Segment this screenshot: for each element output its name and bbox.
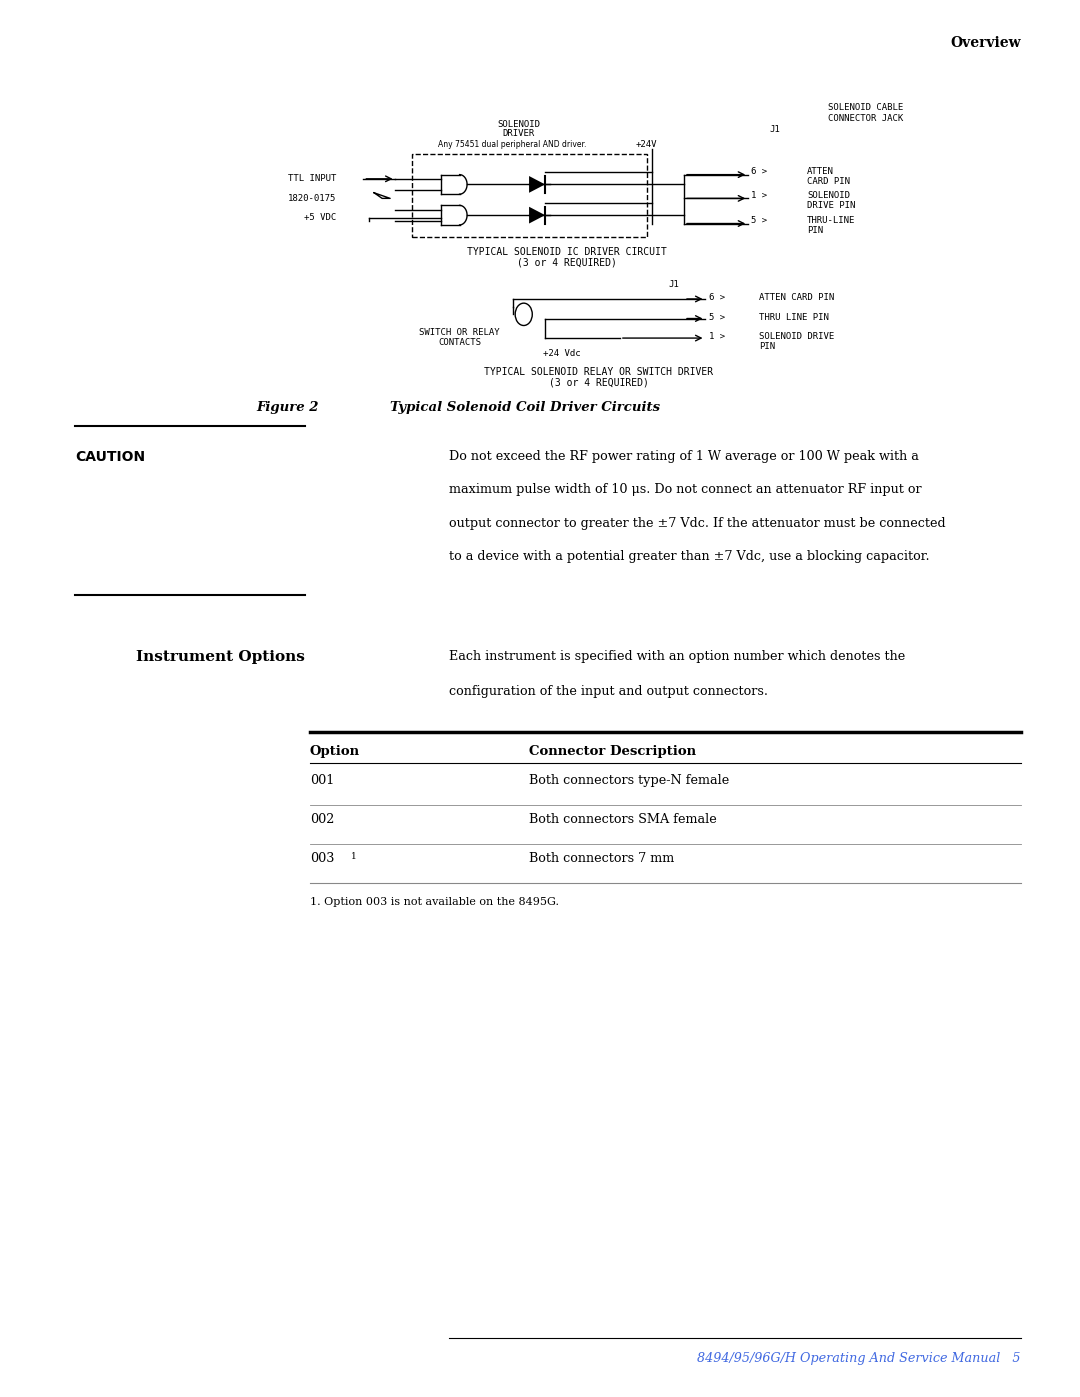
Text: CONTACTS: CONTACTS (438, 338, 481, 346)
Text: output connector to greater the ±7 Vdc. If the attenuator must be connected: output connector to greater the ±7 Vdc. … (449, 517, 945, 529)
Text: Any 75451 dual peripheral AND driver.: Any 75451 dual peripheral AND driver. (438, 141, 586, 149)
Polygon shape (529, 207, 545, 224)
Text: to a device with a potential greater than ±7 Vdc, use a blocking capacitor.: to a device with a potential greater tha… (449, 550, 930, 563)
Text: Both connectors type-N female: Both connectors type-N female (529, 774, 729, 787)
Text: 1: 1 (351, 852, 356, 861)
Text: 003: 003 (310, 852, 335, 865)
Text: ATTEN CARD PIN: ATTEN CARD PIN (759, 293, 834, 302)
Text: Typical Solenoid Coil Driver Circuits: Typical Solenoid Coil Driver Circuits (390, 401, 660, 414)
Text: 1 >: 1 > (708, 332, 725, 341)
Text: Do not exceed the RF power rating of 1 W average or 100 W peak with a: Do not exceed the RF power rating of 1 W… (449, 450, 919, 462)
Text: 1820-0175: 1820-0175 (288, 194, 337, 203)
Text: 1. Option 003 is not available on the 8495G.: 1. Option 003 is not available on the 84… (310, 897, 559, 907)
Text: Option: Option (310, 745, 360, 757)
Text: 6 >: 6 > (708, 293, 725, 302)
Text: CARD PIN: CARD PIN (807, 177, 850, 186)
Text: THRU LINE PIN: THRU LINE PIN (759, 313, 828, 321)
Text: SOLENOID CABLE: SOLENOID CABLE (828, 103, 904, 112)
Text: ATTEN: ATTEN (807, 168, 834, 176)
Text: +24V: +24V (636, 141, 658, 149)
Text: SOLENOID: SOLENOID (497, 120, 540, 129)
Text: +5 VDC: +5 VDC (305, 214, 337, 222)
Text: 1 >: 1 > (752, 191, 768, 200)
Text: CAUTION: CAUTION (75, 450, 145, 464)
Text: Each instrument is specified with an option number which denotes the: Each instrument is specified with an opt… (449, 650, 905, 662)
Text: 5 >: 5 > (708, 313, 725, 321)
Text: 5 >: 5 > (752, 217, 768, 225)
Text: Instrument Options: Instrument Options (136, 650, 305, 664)
Polygon shape (529, 176, 545, 193)
Text: TTL INPUT: TTL INPUT (288, 175, 337, 183)
Text: 8494/95/96G/H Operating And Service Manual   5: 8494/95/96G/H Operating And Service Manu… (698, 1352, 1021, 1365)
Text: J1: J1 (669, 281, 678, 289)
Text: CONNECTOR JACK: CONNECTOR JACK (828, 115, 904, 123)
Text: J1: J1 (770, 126, 781, 134)
Text: maximum pulse width of 10 μs. Do not connect an attenuator RF input or: maximum pulse width of 10 μs. Do not con… (449, 483, 921, 496)
Text: Connector Description: Connector Description (529, 745, 697, 757)
Text: configuration of the input and output connectors.: configuration of the input and output co… (449, 685, 768, 697)
Text: 6 >: 6 > (752, 168, 768, 176)
Text: SOLENOID: SOLENOID (807, 191, 850, 200)
Text: Both connectors 7 mm: Both connectors 7 mm (529, 852, 674, 865)
Text: Overview: Overview (950, 36, 1021, 50)
Bar (411, 154, 647, 237)
Text: Both connectors SMA female: Both connectors SMA female (529, 813, 717, 826)
Text: SWITCH OR RELAY: SWITCH OR RELAY (419, 328, 500, 337)
Text: SOLENOID DRIVE: SOLENOID DRIVE (759, 332, 834, 341)
Text: PIN: PIN (759, 342, 775, 351)
Text: PIN: PIN (807, 226, 823, 235)
Text: +24 Vdc: +24 Vdc (543, 349, 581, 358)
Text: 001: 001 (310, 774, 334, 787)
Text: (3 or 4 REQUIRED): (3 or 4 REQUIRED) (549, 377, 648, 387)
Text: 002: 002 (310, 813, 335, 826)
Text: DRIVER: DRIVER (502, 130, 535, 138)
Text: DRIVE PIN: DRIVE PIN (807, 201, 855, 210)
Text: (3 or 4 REQUIRED): (3 or 4 REQUIRED) (516, 257, 617, 267)
Text: TYPICAL SOLENOID RELAY OR SWITCH DRIVER: TYPICAL SOLENOID RELAY OR SWITCH DRIVER (484, 367, 713, 377)
Text: THRU-LINE: THRU-LINE (807, 217, 855, 225)
Text: Figure 2: Figure 2 (257, 401, 319, 414)
Text: TYPICAL SOLENOID IC DRIVER CIRCUIT: TYPICAL SOLENOID IC DRIVER CIRCUIT (467, 247, 666, 257)
